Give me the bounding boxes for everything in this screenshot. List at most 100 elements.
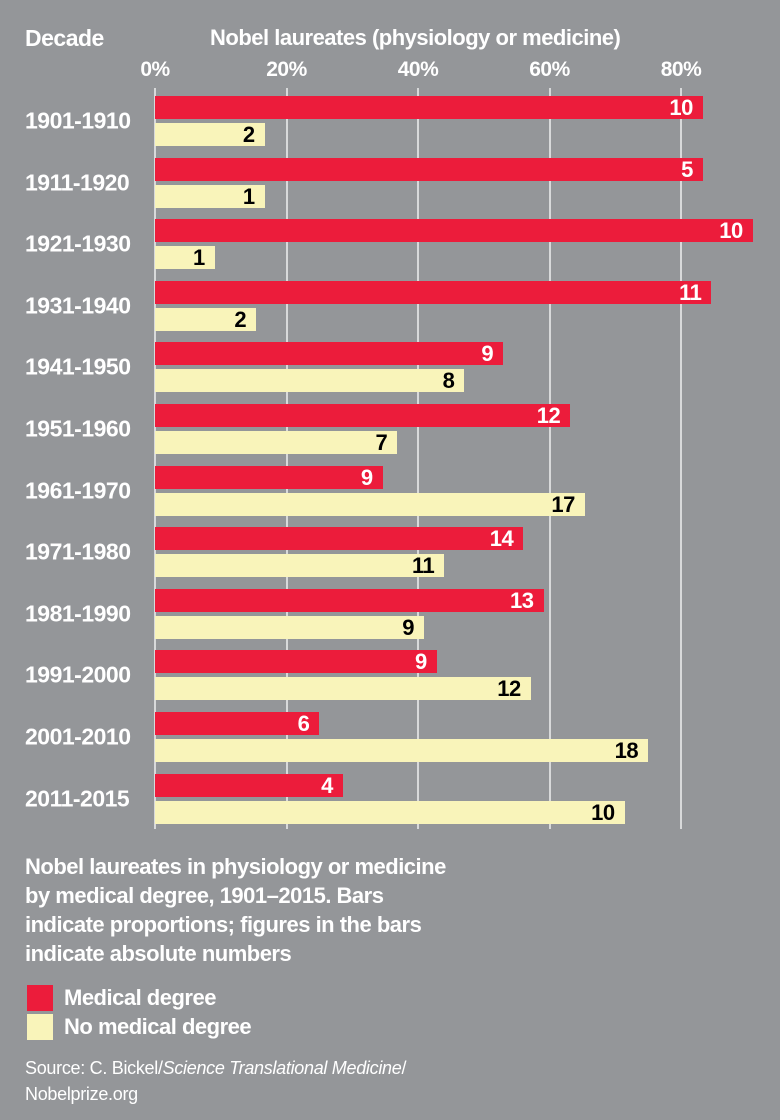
legend-label: Medical degree xyxy=(64,985,216,1010)
decade-column-header: Decade xyxy=(25,25,104,51)
axis-tick-label: 40% xyxy=(397,58,439,81)
bar-value-label: 14 xyxy=(489,526,514,552)
bar-value-label: 8 xyxy=(442,368,455,394)
bar-value-label: 7 xyxy=(375,429,388,455)
bar-no-medical-degree: 12 xyxy=(155,676,531,702)
bar-value-label: 9 xyxy=(402,614,414,640)
bar-value-label: 17 xyxy=(551,491,575,517)
bar-row: 2001-2010 6 18 xyxy=(0,710,780,763)
decade-label: 2001-2010 xyxy=(25,723,131,750)
bar-no-medical-degree: 11 xyxy=(155,553,445,579)
axis-tick-label: 80% xyxy=(660,58,702,81)
gridline xyxy=(680,88,682,829)
bar-value-label: 4 xyxy=(321,772,333,798)
bar-row: 1961-1970 9 17 xyxy=(0,464,780,517)
bar-no-medical-degree: 8 xyxy=(155,368,465,394)
bar-medical-degree: 9 xyxy=(155,464,383,490)
bar-row: 1931-1940 11 2 xyxy=(0,279,780,332)
bar-value-label: 11 xyxy=(412,553,435,579)
bar-row: 1951-1960 12 7 xyxy=(0,402,780,455)
decade-label: 1931-1940 xyxy=(25,292,131,319)
bar-medical-degree: 12 xyxy=(155,402,571,428)
gridline xyxy=(548,88,551,829)
bar-value-label: 2 xyxy=(242,122,255,147)
bar-row: 1921-1930 10 1 xyxy=(0,218,780,271)
decade-label: 1961-1970 xyxy=(25,477,131,504)
bar-value-label: 1 xyxy=(193,245,205,271)
bar-no-medical-degree: 1 xyxy=(155,245,215,271)
bar-value-label: 10 xyxy=(591,799,615,825)
caption-line: indicate proportions; figures in the bar… xyxy=(25,912,422,937)
bar-no-medical-degree: 18 xyxy=(155,737,649,763)
bar-value-label: 10 xyxy=(669,95,693,120)
bar-row: 2011-2015 4 10 xyxy=(0,772,780,825)
gridline xyxy=(417,88,419,829)
bar-value-label: 18 xyxy=(614,737,639,763)
caption-line: indicate absolute numbers xyxy=(25,941,292,966)
bar-row: 1991-2000 9 12 xyxy=(0,650,780,702)
decade-label: 1981-1990 xyxy=(25,600,131,627)
bar-value-label: 2 xyxy=(234,306,247,332)
bar-no-medical-degree: 9 xyxy=(155,614,424,640)
bar-no-medical-degree: 1 xyxy=(155,183,265,209)
bar-medical-degree: 9 xyxy=(155,341,504,367)
bar-row: 1911-1920 5 1 xyxy=(0,156,780,209)
source-journal: Science Translational Medicine xyxy=(162,1058,402,1078)
bar-row: 1901-1910 10 2 xyxy=(0,96,780,146)
bar-medical-degree: 10 xyxy=(155,96,703,119)
decade-label: 1911-1920 xyxy=(25,169,130,196)
bar-no-medical-degree: 2 xyxy=(155,123,265,146)
bar-no-medical-degree: 2 xyxy=(155,306,257,332)
bar-medical-degree: 6 xyxy=(155,710,320,736)
source-line2: Nobelprize.org xyxy=(25,1084,138,1104)
legend: Medical degree No medical degree xyxy=(27,985,252,1043)
source-suffix: / xyxy=(401,1058,407,1078)
medical-degree-swatch-icon xyxy=(27,985,53,1011)
bar-row: 1971-1980 14 11 xyxy=(0,526,780,579)
bar-no-medical-degree: 17 xyxy=(155,491,585,517)
bar-medical-degree: 9 xyxy=(155,650,437,674)
bar-value-label: 11 xyxy=(679,279,702,305)
bar-row: 1981-1990 13 9 xyxy=(0,588,780,640)
legend-label: No medical degree xyxy=(64,1014,252,1039)
caption-line: Nobel laureates in physiology or medicin… xyxy=(25,854,446,879)
bar-value-label: 12 xyxy=(536,402,561,428)
bar-value-label: 12 xyxy=(497,676,521,702)
bar-no-medical-degree: 7 xyxy=(155,429,398,455)
bar-chart: 1901-1910 10 2 1911-1920 5 1 1921-1930 10 1 1931-… xyxy=(0,88,780,829)
source-prefix: Source: C. Bickel/ xyxy=(25,1058,163,1078)
bar-value-label: 5 xyxy=(681,156,693,182)
bar-medical-degree: 11 xyxy=(155,279,712,305)
decade-label: 1901-1910 xyxy=(25,107,131,134)
axis-tick-label: 0% xyxy=(140,58,170,81)
bar-medical-degree: 5 xyxy=(155,156,703,182)
bar-value-label: 6 xyxy=(297,710,310,736)
bar-value-label: 9 xyxy=(360,464,373,490)
bar-value-label: 1 xyxy=(242,183,255,209)
decade-label: 1941-1950 xyxy=(25,353,131,380)
bar-medical-degree: 14 xyxy=(155,526,524,552)
bar-medical-degree: 4 xyxy=(155,772,343,798)
axis-tick-label: 20% xyxy=(266,58,307,81)
decade-label: 1991-2000 xyxy=(25,661,131,688)
bar-groups: 1901-1910 10 2 1911-1920 5 1 1921-1930 10 1 1931-… xyxy=(0,96,780,835)
bar-medical-degree: 10 xyxy=(155,218,753,244)
chart-title: Nobel laureates (physiology or medicine) xyxy=(210,25,621,50)
chart-caption: Nobel laureates in physiology or medicin… xyxy=(25,852,505,968)
bar-no-medical-degree: 10 xyxy=(155,799,625,825)
bar-medical-degree: 13 xyxy=(155,588,544,612)
caption-line: by medical degree, 1901–2015. Bars xyxy=(25,883,384,908)
decade-label: 2011-2015 xyxy=(25,785,130,812)
bar-value-label: 10 xyxy=(719,218,743,244)
decade-label: 1971-1980 xyxy=(25,538,131,565)
legend-item-medical-degree: Medical degree xyxy=(27,985,251,1011)
decade-label: 1921-1930 xyxy=(25,230,131,257)
decade-label: 1951-1960 xyxy=(25,415,131,442)
bar-row: 1941-1950 9 8 xyxy=(0,341,780,394)
no-medical-degree-swatch-icon xyxy=(27,1014,53,1040)
source-credit: Source: C. Bickel/Science Translational … xyxy=(25,1055,455,1107)
bar-value-label: 9 xyxy=(481,341,494,367)
gridline xyxy=(154,88,156,829)
gridline xyxy=(285,88,288,829)
